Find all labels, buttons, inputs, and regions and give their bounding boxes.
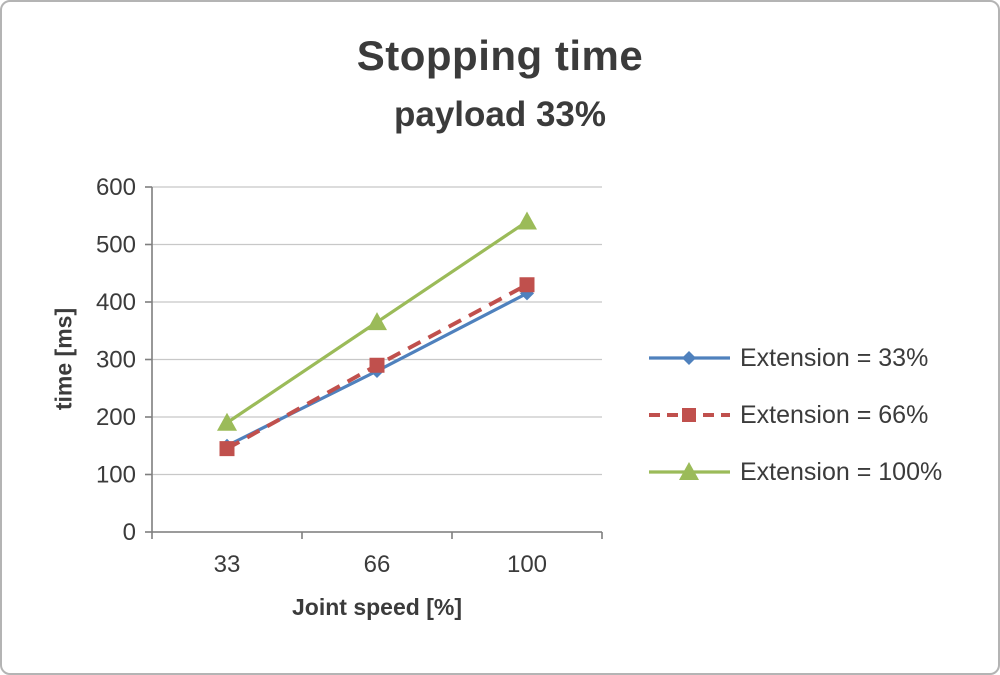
square-marker [219,441,235,457]
legend-item: Extension = 33% [647,338,942,378]
triangle-marker [367,312,387,331]
chart-subtitle: payload 33% [393,95,607,134]
x-tick-label: 33 [214,551,241,578]
triangle-marker [217,412,237,431]
legend: Extension = 33% Extension = 66% Extension … [647,338,942,492]
legend-item: Extension = 66% [647,395,942,435]
square-marker [369,357,385,373]
legend-line-sample [649,462,730,480]
y-tick-label: 0 [123,519,136,546]
legend-label: Extension = 66% [740,400,929,429]
x-tick-label: 100 [507,551,547,578]
legend-line-sample [649,351,730,365]
square-marker [519,277,535,293]
square-icon [682,408,696,422]
y-tick-label: 100 [96,462,136,489]
legend-label: Extension = 100% [740,457,943,486]
legend-line-sample [649,408,730,422]
y-tick-label: 300 [96,347,136,374]
legend-label: Extension = 33% [740,343,929,372]
legend-item: Extension = 100% [647,452,942,492]
y-tick-label: 200 [96,404,136,431]
y-tick-label: 600 [96,174,136,201]
x-tick-label: 66 [364,551,391,578]
diamond-icon [682,351,696,365]
x-axis-title: Joint speed [%] [292,594,462,620]
chart-title: Stopping time [356,32,644,79]
triangle-marker [517,211,537,230]
y-tick-label: 400 [96,289,136,316]
y-tick-label: 500 [96,232,136,259]
triangle-icon [679,462,699,480]
